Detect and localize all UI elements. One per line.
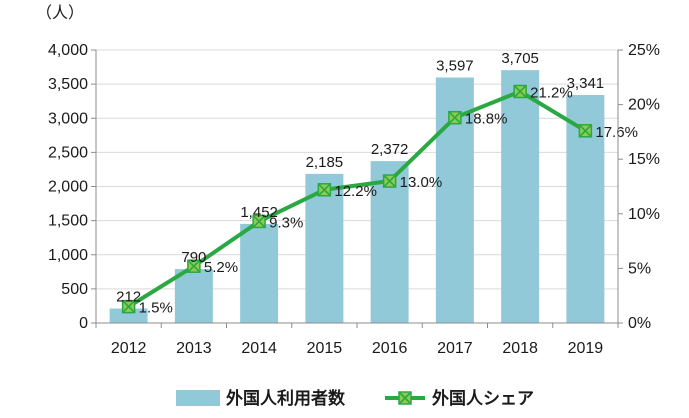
left-tick-label: 3,000 (48, 110, 88, 127)
line-point-cross (317, 183, 331, 197)
right-tick-label: 5% (628, 260, 651, 277)
bar (370, 161, 409, 323)
x-tick-label: 2015 (307, 340, 343, 357)
bar (501, 70, 540, 323)
right-tick-label: 20% (628, 97, 660, 114)
right-tick-label: 15% (628, 151, 660, 168)
axes: 0 500 1,000 1,500 2,000 2,500 3,000 3,500 4,000 0… (48, 42, 660, 357)
left-tick-label: 2,500 (48, 144, 88, 161)
line-value-label: 5.2% (204, 259, 238, 276)
x-tick-label: 2018 (502, 340, 538, 357)
legend-line-marker-cross-b (398, 391, 412, 405)
line-point-cross (513, 84, 527, 99)
line-point-cross (187, 259, 201, 273)
left-tick-label: 1,500 (48, 213, 88, 230)
bar-value-label: 2,372 (371, 141, 409, 158)
legend-line-label: 外国人シェア (432, 388, 534, 409)
line-point-cross (383, 174, 397, 188)
data-labels: 212 790 1,452 2,185 2,372 3,597 3,705 3,341 1.5%… (116, 50, 638, 316)
bar-series (109, 70, 605, 324)
left-tick-label: 500 (61, 281, 88, 298)
line-value-label: 1.5% (139, 300, 173, 317)
bar-value-label: 2,185 (306, 154, 344, 171)
bar-value-label: 3,597 (436, 58, 474, 75)
left-tick-label: 4,000 (48, 42, 88, 59)
legend-bar-swatch (176, 390, 220, 406)
bar (305, 173, 344, 323)
legend: 外国人利用者数 外国人シェア (176, 388, 534, 409)
line-point-cross (252, 214, 266, 229)
x-tick-label: 2016 (372, 340, 408, 357)
line-value-label: 18.8% (465, 111, 508, 128)
bar-value-label: 790 (181, 249, 206, 266)
x-tick-label: 2017 (437, 340, 473, 357)
right-tick-label: 0% (628, 315, 651, 332)
bar (174, 269, 213, 323)
x-tick-label: 2014 (241, 340, 277, 357)
right-tick-label: 10% (628, 206, 660, 223)
bar-value-label: 3,705 (501, 50, 539, 67)
right-tick-label: 25% (628, 42, 660, 59)
line-value-label: 12.2% (334, 183, 377, 200)
line-point-cross (578, 124, 592, 138)
x-tick-label: 2013 (176, 340, 212, 357)
y-axis-unit-label: （人） (36, 4, 84, 22)
bar (240, 223, 279, 323)
x-tick-label: 2019 (568, 340, 604, 357)
bar (109, 308, 148, 323)
share-line (127, 89, 587, 309)
line-point-cross (448, 111, 462, 125)
line-value-label: 13.0% (400, 174, 443, 191)
left-tick-label: 1,000 (48, 247, 88, 264)
bar-value-label: 3,341 (567, 75, 605, 92)
bar-value-label: 1,452 (240, 204, 278, 221)
line-value-label: 21.2% (530, 84, 573, 101)
x-tick-label: 2012 (111, 340, 147, 357)
left-tick-label: 2,000 (48, 179, 88, 196)
left-tick-label: 3,500 (48, 76, 88, 93)
line-value-label: 9.3% (269, 214, 303, 231)
bar-value-label: 212 (116, 289, 141, 306)
line-point-cross (122, 300, 136, 314)
legend-bar-label: 外国人利用者数 (226, 388, 346, 409)
left-tick-label: 0 (79, 315, 88, 332)
line-series (121, 84, 593, 314)
line-value-label: 17.6% (595, 124, 638, 141)
